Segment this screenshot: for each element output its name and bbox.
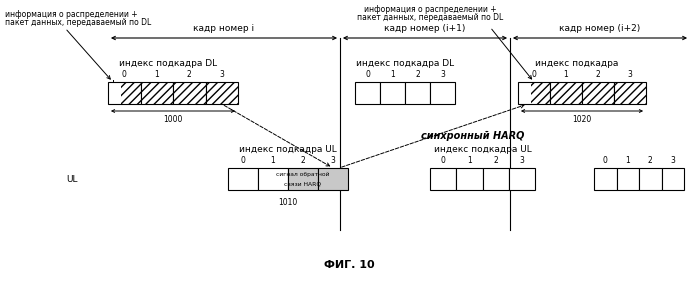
Text: информация о распределении +: информация о распределении + [364,5,496,14]
Bar [205,82,238,104]
Text: 1: 1 [467,156,472,165]
Text: 1: 1 [271,156,276,165]
Text: кадр номер (i+2): кадр номер (i+2) [559,24,641,33]
Bar [355,82,380,104]
Text: сигнал обратной: сигнал обратной [276,172,329,177]
Text: 1000: 1000 [163,115,183,124]
Bar [205,82,238,104]
Text: 2: 2 [301,156,306,165]
Text: информация о распределении +: информация о распределении + [5,10,138,19]
Text: 0: 0 [241,156,246,165]
Text: ФИГ. 10: ФИГ. 10 [324,260,374,270]
Bar [140,82,173,104]
Text: 2: 2 [493,156,498,165]
Text: 0: 0 [603,156,608,165]
Bar [173,82,205,104]
Text: 3: 3 [519,156,524,165]
Text: кадр номер (i+1): кадр номер (i+1) [385,24,466,33]
Text: 0: 0 [440,156,445,165]
Text: 0: 0 [532,70,537,79]
Text: 3: 3 [670,156,675,165]
Bar [318,168,348,190]
Bar [550,82,582,104]
Bar [582,82,614,104]
Text: индекс подкадра DL: индекс подкадра DL [119,59,217,68]
Text: 2: 2 [595,70,600,79]
Bar [173,82,205,104]
Text: 1010: 1010 [279,198,297,207]
Text: 3: 3 [628,70,632,79]
Bar [662,168,684,190]
Bar [288,168,318,190]
Text: UL: UL [66,174,77,183]
Text: 1: 1 [625,156,630,165]
Bar [430,82,455,104]
Bar [228,168,258,190]
Text: связи HARQ: связи HARQ [285,181,322,186]
Text: 0: 0 [122,70,127,79]
Text: 3: 3 [219,70,224,79]
Bar [108,82,140,104]
Text: 2: 2 [415,70,420,79]
Text: индекс подкадра UL: индекс подкадра UL [433,145,531,154]
Text: пакет данных, передаваемый по DL: пакет данных, передаваемый по DL [5,18,151,27]
Bar [456,168,482,190]
Bar [616,168,639,190]
Bar [140,82,173,104]
Text: 1: 1 [154,70,159,79]
Text: кадр номер i: кадр номер i [193,24,255,33]
Bar [594,168,616,190]
Text: 2: 2 [187,70,192,79]
Bar [550,82,582,104]
Bar [614,82,646,104]
Bar [258,168,288,190]
Text: 2: 2 [648,156,653,165]
Bar [614,82,646,104]
Bar [430,168,456,190]
Bar [582,82,614,104]
Text: индекс подкадра: индекс подкадра [535,59,618,68]
Text: 1: 1 [563,70,568,79]
Text: индекс подкадра UL: индекс подкадра UL [239,145,337,154]
Text: индекс подкадра DL: индекс подкадра DL [356,59,454,68]
Bar [405,82,430,104]
Bar [530,82,550,104]
Text: 3: 3 [331,156,336,165]
Text: 0: 0 [365,70,370,79]
Bar [509,168,535,190]
Text: 1: 1 [390,70,395,79]
Bar [639,168,662,190]
Bar [380,82,405,104]
Text: 3: 3 [440,70,445,79]
Text: синхронный HARQ: синхронный HARQ [421,131,524,141]
Text: 1020: 1020 [572,115,592,124]
Text: пакет данных, передаваемый по DL: пакет данных, передаваемый по DL [357,13,503,22]
Bar [518,82,550,104]
Bar [482,168,509,190]
Bar [121,82,140,104]
